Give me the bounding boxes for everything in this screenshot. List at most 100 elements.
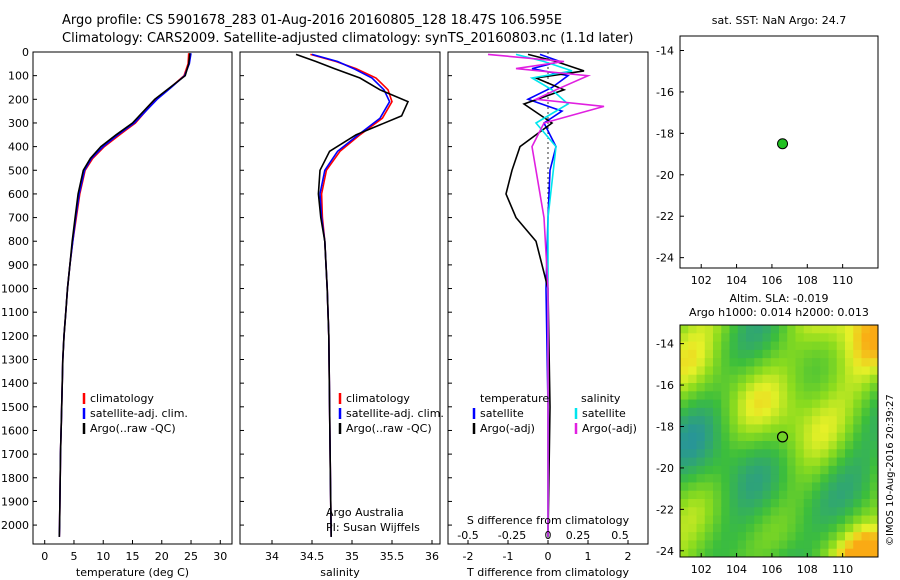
sla-heatmap-cell	[746, 341, 755, 351]
ytick-label: 200	[8, 93, 29, 106]
sla-heatmap-cell	[688, 490, 697, 500]
sla-heatmap-cell	[787, 325, 796, 334]
sla-heatmap-cell	[787, 449, 796, 459]
header-line-2: Climatology: CARS2009. Satellite-adjuste…	[62, 31, 634, 46]
salinity-legend-label: Argo(..raw -QC)	[346, 422, 432, 435]
sla-heatmap-cell	[861, 399, 871, 409]
sla-heatmap-cell	[836, 532, 846, 541]
sla-heatmap-cell	[828, 507, 838, 517]
salinity-xtick-label: 35	[345, 550, 359, 563]
sla-heatmap-cell	[803, 333, 813, 343]
sla-heatmap-cell	[836, 457, 846, 467]
sla-heatmap-cell	[762, 482, 772, 492]
sla-heatmap-cell	[795, 499, 805, 508]
sla-heatmap-cell	[696, 482, 706, 492]
sla-heatmap-cell	[820, 441, 829, 450]
sla-heatmap-cell	[853, 407, 862, 417]
temperature-xtick-label: 20	[155, 550, 169, 563]
sla-heatmap-cell	[812, 366, 821, 376]
sla-heatmap-cell	[787, 490, 796, 500]
sla-heatmap-cell	[803, 407, 813, 417]
sla-heatmap-cell	[696, 540, 706, 550]
sla-heatmap-cell	[845, 366, 854, 376]
sla-heatmap-cell	[737, 499, 747, 508]
sla-heatmap-cell	[704, 457, 714, 467]
sla-heatmap-cell	[820, 523, 829, 533]
sla-heatmap-cell	[729, 383, 739, 392]
difference-xtick-top-label: -0.5	[457, 529, 478, 542]
sla-heatmap-cell	[803, 424, 813, 434]
sla-heatmap-cell	[779, 399, 788, 409]
sla-heatmap-cell	[795, 482, 805, 492]
sla-heatmap-cell	[812, 432, 821, 442]
sla-heatmap-cell	[812, 374, 821, 384]
sla-heatmap-cell	[762, 457, 772, 467]
sla-heatmap-cell	[754, 391, 763, 401]
sla-heatmap-cell	[762, 548, 772, 558]
sla-heatmap-cell	[770, 474, 780, 483]
sla-heatmap-cell	[696, 407, 706, 417]
sla-heatmap-cell	[680, 333, 689, 343]
sla-heatmap-cell	[713, 515, 722, 525]
sla-heatmap-cell	[779, 515, 788, 525]
sla-heatmap-cell	[869, 366, 879, 376]
sla-heatmap-cell	[803, 366, 813, 376]
sla-heatmap-cell	[861, 540, 871, 550]
sla-heatmap-cell	[861, 507, 871, 517]
sla-heatmap-cell	[704, 325, 714, 334]
sla-heatmap-cell	[836, 499, 846, 508]
sla-heatmap-cell	[845, 474, 854, 483]
sla-heatmap-cell	[812, 424, 821, 434]
temperature-xtick-label: 15	[126, 550, 140, 563]
sla-heatmap-cell	[688, 457, 697, 467]
sla-heatmap-cell	[853, 441, 862, 450]
sla-heatmap-cell	[762, 499, 772, 508]
sla-heatmap-cell	[729, 515, 739, 525]
sla-map-xtick-label: 104	[726, 563, 747, 576]
salinity-series-2	[295, 53, 410, 537]
sla-heatmap-cell	[721, 515, 730, 525]
sla-heatmap-cell	[869, 416, 879, 425]
difference-series-1	[505, 53, 585, 537]
sla-heatmap-cell	[828, 333, 838, 343]
sla-heatmap-cell	[688, 532, 697, 541]
difference-salinity-legend-label: satellite	[582, 407, 626, 420]
sla-heatmap-cell	[836, 441, 846, 450]
sla-heatmap-cell	[737, 407, 747, 417]
sla-heatmap-cell	[795, 407, 805, 417]
sla-heatmap-cell	[795, 441, 805, 450]
sla-heatmap-cell	[704, 399, 714, 409]
sla-heatmap-cell	[787, 349, 796, 359]
sla-heatmap-cell	[787, 532, 796, 541]
sla-heatmap-cell	[770, 325, 780, 334]
header-line-1: Argo profile: CS 5901678_283 01-Aug-2016…	[62, 13, 562, 28]
sla-heatmap-cell	[713, 366, 722, 376]
sla-heatmap-cell	[721, 540, 730, 550]
sla-heatmap-cell	[869, 333, 879, 343]
sla-heatmap-cell	[795, 341, 805, 351]
sla-heatmap-cell	[869, 482, 879, 492]
sla-heatmap-cell	[820, 399, 829, 409]
sla-heatmap-cell	[762, 383, 772, 392]
sla-heatmap-cell	[754, 474, 763, 483]
sla-heatmap-cell	[696, 358, 706, 367]
sla-heatmap-cell	[688, 474, 697, 483]
sla-heatmap-cell	[779, 523, 788, 533]
sla-heatmap-cell	[688, 540, 697, 550]
sla-heatmap-cell	[680, 432, 689, 442]
sla-heatmap-cell	[680, 507, 689, 517]
sla-heatmap-cell	[721, 499, 730, 508]
sla-heatmap-cell	[853, 374, 862, 384]
sla-heatmap-cell	[820, 325, 829, 334]
sla-heatmap-cell	[812, 349, 821, 359]
sla-map-ytick-label: -14	[656, 338, 674, 351]
sla-heatmap-cell	[795, 449, 805, 459]
sla-heatmap-cell	[704, 341, 714, 351]
sla-heatmap-cell	[853, 465, 862, 475]
sla-heatmap-cell	[828, 341, 838, 351]
sla-heatmap-cell	[787, 424, 796, 434]
sla-heatmap-cell	[737, 432, 747, 442]
sla-heatmap-cell	[704, 465, 714, 475]
sla-heatmap-cell	[746, 424, 755, 434]
sla-heatmap-cell	[754, 449, 763, 459]
